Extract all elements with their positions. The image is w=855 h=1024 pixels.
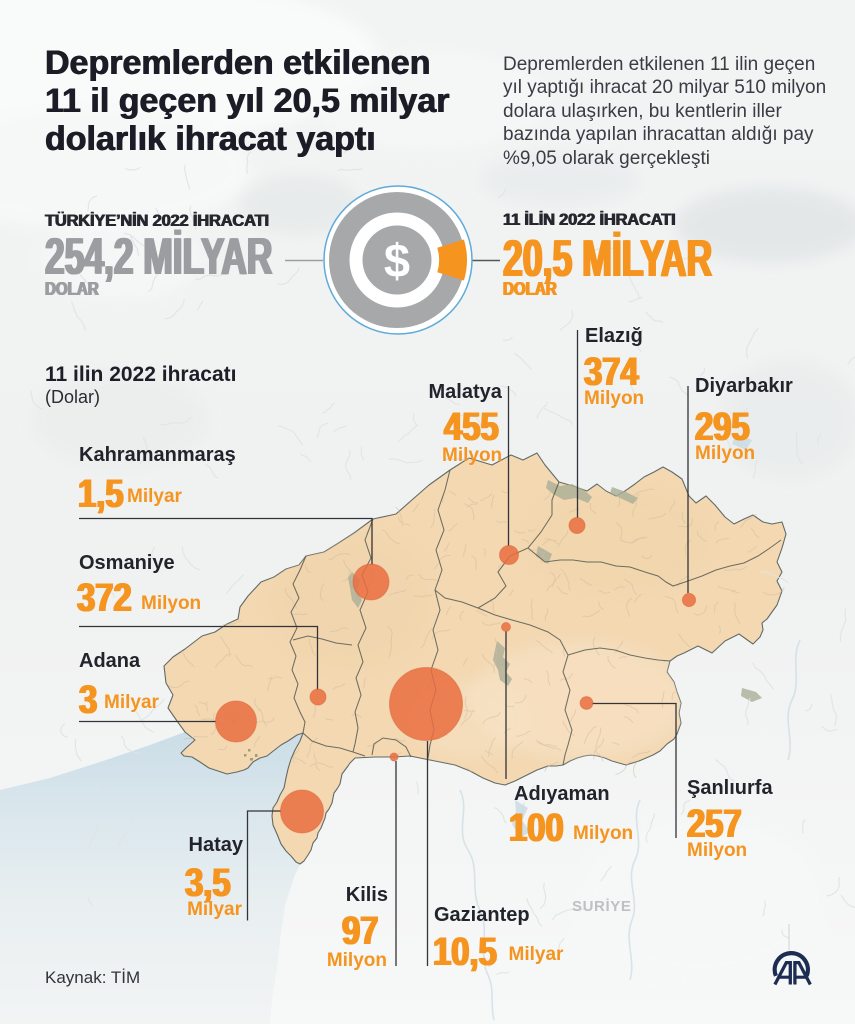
svg-text:$: $ xyxy=(384,234,410,287)
